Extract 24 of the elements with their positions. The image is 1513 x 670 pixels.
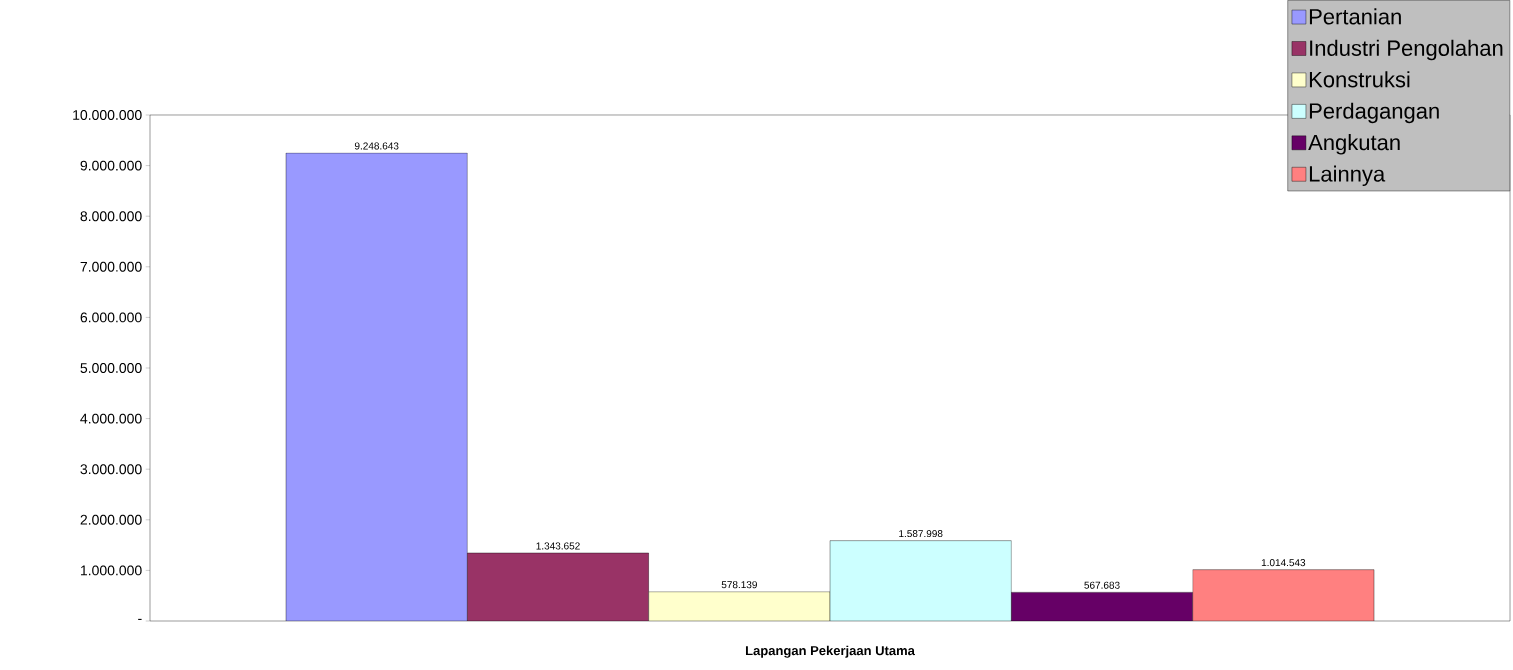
y-tick-label: 9.000.000 bbox=[80, 160, 142, 171]
legend-label: Perdagangan bbox=[1309, 102, 1439, 124]
y-tick-label: 5.000.000 bbox=[80, 363, 142, 373]
y-tick-label: 4.000.000 bbox=[80, 413, 142, 424]
legend-label: Lainnya bbox=[1309, 165, 1386, 187]
data-label: 1.343.652 bbox=[536, 542, 580, 550]
y-tick-label: 8.000.000 bbox=[80, 211, 142, 222]
data-label: 1.587.998 bbox=[899, 530, 943, 538]
data-label: 1.014.543 bbox=[1261, 559, 1306, 567]
legend-label: Angkutan bbox=[1308, 134, 1400, 155]
data-label: 9.248.643 bbox=[354, 142, 399, 150]
legend-label: Industri Pengolahan bbox=[1310, 39, 1503, 61]
y-tick-label: 7.000.000 bbox=[80, 261, 142, 272]
y-tick-label: 2.000.000 bbox=[80, 514, 142, 525]
y-tick-label: 6.000.000 bbox=[80, 312, 142, 323]
legend-label: Konstruksi bbox=[1309, 71, 1410, 88]
y-tick-label: 10.000.000 bbox=[73, 110, 142, 120]
data-label: 567.683 bbox=[1084, 581, 1120, 589]
y-tick-label: 1.000.000 bbox=[80, 565, 142, 576]
data-label: 578.139 bbox=[721, 581, 757, 589]
y-tick-label: 3.000.000 bbox=[80, 464, 142, 475]
y-tick-label: - bbox=[138, 618, 142, 620]
x-axis-title: Lapangan Pekerjaan Utama bbox=[745, 645, 915, 658]
legend-label: Pertanian bbox=[1309, 8, 1401, 25]
